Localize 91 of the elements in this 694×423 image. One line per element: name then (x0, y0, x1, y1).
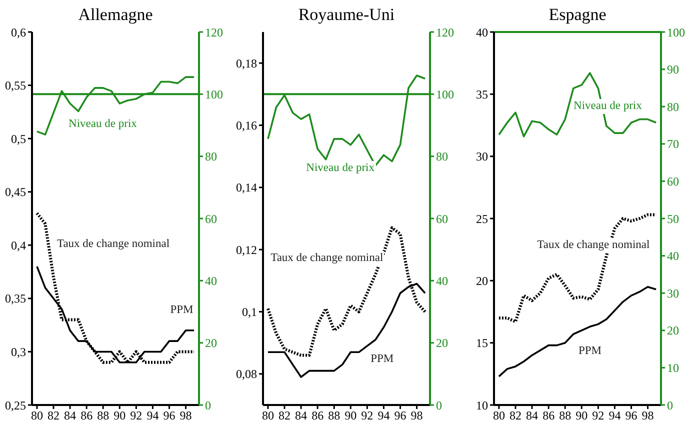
y-tick-label: 0,6 (11, 25, 26, 40)
y2-tick-label: 80 (205, 150, 217, 164)
x-tick-label: 82 (47, 408, 60, 423)
y2-tick-label: 100 (436, 87, 454, 102)
y-tick-label: 15 (476, 336, 488, 350)
x-tick-label: 84 (295, 408, 308, 423)
y2-tick-label: 60 (436, 212, 448, 226)
x-tick-label: 86 (312, 408, 324, 423)
y2-tick-label: 100 (205, 87, 223, 102)
y2-tick-label: 40 (436, 274, 448, 288)
y-tick-label: 0,14 (236, 180, 257, 195)
y2-tick-label: 20 (667, 324, 679, 338)
y-tick-label: 0,16 (236, 118, 257, 133)
y2-tick-label: 10 (667, 360, 679, 375)
x-tick-label: 88 (559, 408, 572, 423)
x-tick-label: 92 (130, 408, 142, 423)
line-series (498, 72, 657, 138)
x-tick-label: 82 (278, 408, 290, 423)
y2-tick-label: 50 (667, 212, 679, 226)
y2-tick-label: 80 (436, 150, 448, 164)
series-label: Taux de change nominal (536, 238, 651, 253)
x-tick-label: 98 (642, 408, 654, 423)
y-tick-label: 35 (476, 87, 488, 102)
y2-tick-label: 20 (205, 336, 217, 350)
y2-tick-label: 60 (205, 212, 217, 226)
x-tick-label: 86 (80, 408, 93, 423)
series-label: Taux de change nominal (270, 250, 384, 266)
y-tick-label: 20 (476, 274, 488, 288)
y-tick-label: 0,45 (5, 185, 26, 200)
y2-tick-label: 80 (667, 100, 679, 114)
y-tick-label: 0,25 (5, 398, 26, 412)
x-tick-label: 88 (328, 408, 340, 423)
y2-tick-label: 30 (667, 286, 679, 300)
y-tick-label: 25 (476, 212, 488, 226)
y2-tick-label: 20 (436, 336, 448, 350)
y2-tick-label: 40 (205, 274, 217, 288)
x-tick-label: 86 (542, 408, 555, 423)
line-series (498, 286, 657, 378)
x-tick-label: 80 (492, 408, 505, 423)
x-tick-label: 80 (30, 408, 43, 423)
y2-tick-label: 120 (205, 25, 223, 40)
x-tick-label: 90 (114, 408, 126, 423)
y-tick-label: 0,55 (5, 78, 26, 93)
y-tick-label: 0,1 (242, 305, 257, 320)
x-tick-label: 96 (394, 408, 406, 423)
y-tick-label: 40 (476, 25, 488, 40)
series-label: Niveau de prix (68, 117, 138, 132)
x-tick-label: 94 (378, 408, 390, 423)
x-tick-label: 84 (64, 408, 76, 423)
y-tick-label: 0,5 (11, 132, 26, 146)
chart-title: Allemagne (77, 5, 154, 25)
y-tick-label: 0,4 (11, 238, 26, 252)
line-series (36, 76, 195, 136)
x-tick-label: 98 (410, 408, 423, 423)
x-tick-label: 80 (262, 408, 274, 423)
y2-tick-label: 0 (205, 398, 211, 412)
x-tick-label: 94 (146, 408, 159, 423)
y2-tick-label: 70 (667, 137, 679, 152)
series-label: Niveau de prix (305, 160, 376, 176)
y-tick-label: 30 (476, 150, 488, 164)
x-tick-label: 88 (97, 408, 110, 423)
x-tick-label: 90 (344, 408, 357, 423)
y2-tick-label: 120 (436, 25, 454, 40)
y2-tick-label: 90 (667, 62, 679, 77)
x-tick-label: 96 (625, 408, 638, 423)
series-label: PPM (578, 344, 603, 359)
x-tick-label: 94 (608, 408, 621, 423)
y2-tick-label: 60 (667, 174, 679, 188)
x-tick-label: 92 (361, 408, 374, 423)
y2-tick-label: 100 (667, 25, 685, 40)
x-tick-label: 84 (526, 408, 538, 423)
x-tick-label: 82 (509, 408, 522, 423)
x-tick-label: 98 (180, 408, 192, 423)
x-tick-label: 96 (163, 408, 176, 423)
y-tick-label: 0,35 (5, 292, 26, 306)
y2-tick-label: 0 (436, 398, 442, 412)
y2-tick-label: 0 (667, 398, 673, 412)
series-label: Taux de change nominal (56, 237, 171, 252)
y-tick-label: 0,12 (236, 242, 257, 257)
y-tick-label: 0,08 (236, 367, 257, 382)
series-label: Niveau de prix (572, 98, 643, 114)
chart-title: Royaume-Uni (297, 5, 396, 25)
y-tick-label: 0,3 (11, 344, 26, 359)
x-tick-label: 92 (592, 408, 604, 423)
series-label: PPM (169, 303, 194, 318)
y-tick-label: 0,18 (236, 56, 257, 70)
series-label: PPM (370, 352, 395, 367)
chart-title: Espagne (548, 5, 608, 25)
y-tick-label: 10 (476, 398, 488, 412)
y2-tick-label: 40 (667, 249, 679, 264)
x-tick-label: 90 (576, 408, 588, 423)
